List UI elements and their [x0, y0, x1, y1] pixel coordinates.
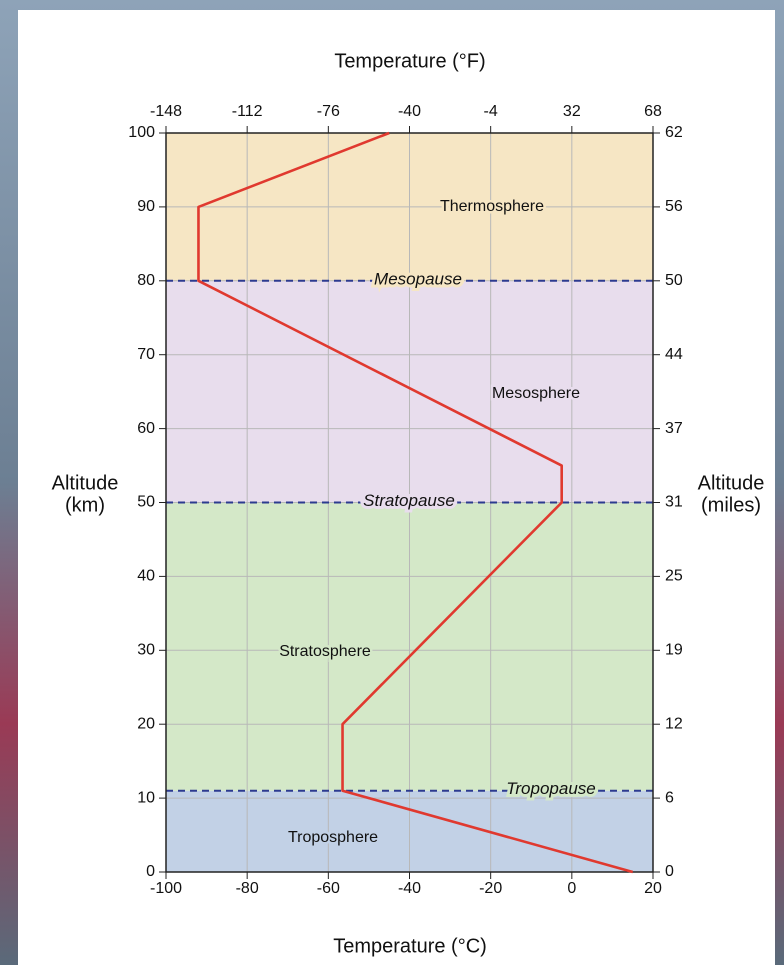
- boundary-label: Tropopause: [506, 779, 595, 798]
- layer-label: Troposphere: [288, 829, 378, 846]
- x2-tick-label: -40: [398, 103, 421, 120]
- y-tick-label: 80: [137, 272, 155, 289]
- y-tick-label: 10: [137, 789, 155, 806]
- x2-tick-label: -112: [232, 103, 263, 120]
- x-tick-label: -40: [398, 880, 421, 897]
- y2-axis-title: (miles): [701, 494, 761, 516]
- x2-axis-title: Temperature (°F): [334, 50, 485, 72]
- y-tick-label: 90: [137, 198, 155, 215]
- y-tick-label: 0: [146, 863, 155, 880]
- x2-tick-label: -148: [150, 103, 182, 120]
- y2-tick-label: 56: [665, 198, 683, 215]
- y-tick-label: 20: [137, 715, 155, 732]
- temperature-profile: [197, 131, 634, 874]
- y2-tick-label: 12: [665, 715, 683, 732]
- y-tick-label: 70: [137, 346, 155, 363]
- y2-tick-label: 50: [665, 272, 683, 289]
- y2-tick-label: 44: [665, 346, 683, 363]
- y-tick-label: 100: [128, 124, 155, 141]
- y2-tick-label: 6: [665, 789, 674, 806]
- y-tick-label: 30: [137, 642, 155, 659]
- x-tick-label: -60: [317, 880, 340, 897]
- x2-tick-label: -4: [484, 103, 498, 120]
- boundary-label: Stratopause: [363, 491, 455, 510]
- y-tick-label: 40: [137, 568, 155, 585]
- layer-label: Stratosphere: [279, 643, 371, 660]
- x-tick-label: 0: [567, 880, 576, 897]
- boundary-label: Mesopause: [374, 269, 462, 288]
- x-tick-label: -20: [479, 880, 502, 897]
- x2-tick-label: -76: [317, 103, 340, 120]
- y2-tick-label: 31: [665, 494, 683, 511]
- x2-tick-label: 32: [563, 103, 581, 120]
- y2-tick-label: 0: [665, 863, 674, 880]
- x2-tick-label: 68: [644, 103, 662, 120]
- x-tick-label: -80: [236, 880, 259, 897]
- y2-tick-label: 25: [665, 568, 683, 585]
- y2-axis-title: Altitude: [698, 472, 765, 494]
- x-tick-label: -100: [150, 880, 182, 897]
- y2-tick-label: 19: [665, 642, 683, 659]
- y-tick-label: 50: [137, 494, 155, 511]
- y-tick-label: 60: [137, 420, 155, 437]
- y-axis-title: Altitude: [52, 472, 119, 494]
- y2-tick-label: 62: [665, 124, 683, 141]
- y-axis-title: (km): [65, 494, 105, 516]
- layer-label: Mesosphere: [492, 385, 580, 402]
- x-axis-title: Temperature (°C): [333, 935, 487, 957]
- y2-tick-label: 37: [665, 420, 683, 437]
- x-tick-label: 20: [644, 880, 662, 897]
- layer-label: Thermosphere: [440, 198, 544, 215]
